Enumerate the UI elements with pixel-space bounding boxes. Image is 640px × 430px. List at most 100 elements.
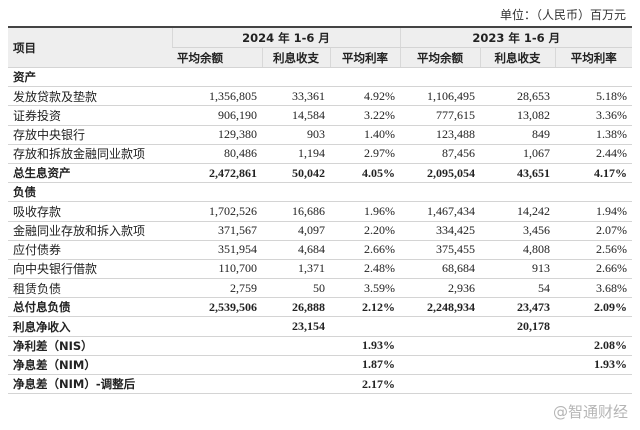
cell: 20,178	[480, 316, 556, 337]
cell: 2,936	[400, 278, 481, 299]
cell	[172, 182, 262, 203]
cell: 54	[480, 278, 556, 299]
cell: 2,095,054	[400, 163, 481, 184]
cell: 913	[480, 259, 556, 280]
cell	[400, 316, 481, 337]
table-row: 净息差（NIM）-调整后 2.17%	[8, 374, 633, 395]
cell: 28,653	[480, 86, 556, 107]
row-label: 存放和拆放金融同业款项	[8, 144, 172, 164]
cell: 2.97%	[330, 144, 401, 164]
data-table: 项目 2024 年 1-6 月 2023 年 1-6 月 平均余额 利息收支 平均利…	[8, 26, 633, 395]
cell: 2.12%	[330, 297, 401, 318]
table-row: 存放和拆放金融同业款项 80,486 1,194 2.97% 87,456 1,067 2.…	[8, 144, 633, 164]
table-row: 证券投资 906,190 14,584 3.22% 777,615 13,082 3.36%	[8, 105, 633, 126]
cell	[262, 374, 330, 395]
cell: 1.93%	[330, 336, 401, 356]
cell: 2.08%	[555, 336, 633, 356]
cell	[400, 355, 481, 376]
cell: 3.22%	[330, 105, 401, 126]
table-row: 存放中央银行 129,380 903 1.40% 123,488 849 1.38%	[8, 125, 633, 145]
cell: 14,242	[480, 201, 556, 222]
table-row: 吸收存款 1,702,526 16,686 1.96% 1,467,434 14,242 1…	[8, 201, 633, 222]
cell: 16,686	[262, 201, 330, 222]
cell	[400, 336, 481, 356]
table-row: 向中央银行借款 110,700 1,371 2.48% 68,684 913 2.66%	[8, 259, 633, 280]
row-label: 净息差（NIM）	[8, 355, 172, 376]
cell: 13,082	[480, 105, 556, 126]
header-row: 项目 2024 年 1-6 月 2023 年 1-6 月	[8, 26, 633, 68]
cell: 1.96%	[330, 201, 401, 222]
cell: 1.94%	[555, 201, 633, 222]
cell	[330, 67, 401, 88]
cell: 2.07%	[555, 221, 633, 241]
cell: 50	[262, 278, 330, 299]
cell	[262, 355, 330, 376]
cell: 375,455	[400, 240, 481, 260]
cell: 777,615	[400, 105, 481, 126]
cell: 1.40%	[330, 125, 401, 145]
cell: 3,456	[480, 221, 556, 241]
row-label: 净息差（NIM）-调整后	[8, 374, 172, 395]
cell: 2.66%	[555, 259, 633, 280]
cell: 33,361	[262, 86, 330, 107]
cell: 1.87%	[330, 355, 401, 376]
item-header: 项目	[8, 26, 172, 68]
cell: 23,154	[262, 316, 330, 337]
cell	[555, 316, 633, 337]
cell: 3.68%	[555, 278, 633, 299]
table-row: 租赁负债 2,759 50 3.59% 2,936 54 3.68%	[8, 278, 633, 299]
cell: 4,808	[480, 240, 556, 260]
cell	[172, 336, 262, 356]
row-label: 证券投资	[8, 105, 172, 126]
cell: 4.92%	[330, 86, 401, 107]
cell	[480, 374, 556, 395]
cell	[555, 67, 633, 88]
cell: 1,371	[262, 259, 330, 280]
cell	[172, 355, 262, 376]
table-row: 利息净收入 23,154 20,178	[8, 316, 633, 337]
cell: 110,700	[172, 259, 262, 280]
cell: 903	[262, 125, 330, 145]
row-label: 利息净收入	[8, 316, 172, 337]
cell: 2,472,861	[172, 163, 262, 184]
cell: 26,888	[262, 297, 330, 318]
cell: 1,194	[262, 144, 330, 164]
cell: 129,380	[172, 125, 262, 145]
cell: 3.36%	[555, 105, 633, 126]
cell: 87,456	[400, 144, 481, 164]
cell	[330, 316, 401, 337]
cell	[172, 316, 262, 337]
cell	[480, 336, 556, 356]
row-label: 总付息负债	[8, 297, 172, 318]
cell	[400, 374, 481, 395]
row-label: 存放中央银行	[8, 125, 172, 145]
period-header: 2023 年 1-6 月	[399, 26, 633, 48]
cell: 68,684	[400, 259, 481, 280]
table-row: 净息差（NIM） 1.87% 1.93%	[8, 355, 633, 376]
cell: 1,702,526	[172, 201, 262, 222]
header-row: 平均余额 利息收支 平均利率 平均余额 利息收支 平均利率	[8, 47, 633, 68]
cell	[480, 355, 556, 376]
unit-note: 单位：（人民币）百万元	[499, 8, 626, 22]
table-row: 资产	[8, 67, 633, 88]
row-label: 吸收存款	[8, 201, 172, 222]
row-label: 总生息资产	[8, 163, 172, 184]
cell: 906,190	[172, 105, 262, 126]
table-row: 总付息负债 2,539,506 26,888 2.12% 2,248,934 23,473…	[8, 297, 633, 318]
cell: 2.44%	[555, 144, 633, 164]
cell: 4.05%	[330, 163, 401, 184]
row-label: 租赁负债	[8, 278, 172, 299]
cell: 80,486	[172, 144, 262, 164]
table-row: 负债	[8, 182, 633, 203]
cell: 2.66%	[330, 240, 401, 260]
cell: 4,097	[262, 221, 330, 241]
cell: 2,759	[172, 278, 262, 299]
cell: 849	[480, 125, 556, 145]
table-row: 应付债券 351,954 4,684 2.66% 375,455 4,808 2.56%	[8, 240, 633, 260]
metric-header: 平均余额	[399, 47, 481, 68]
cell: 371,567	[172, 221, 262, 241]
cell: 50,042	[262, 163, 330, 184]
cell: 1,467,434	[400, 201, 481, 222]
cell	[262, 67, 330, 88]
cell: 14,584	[262, 105, 330, 126]
